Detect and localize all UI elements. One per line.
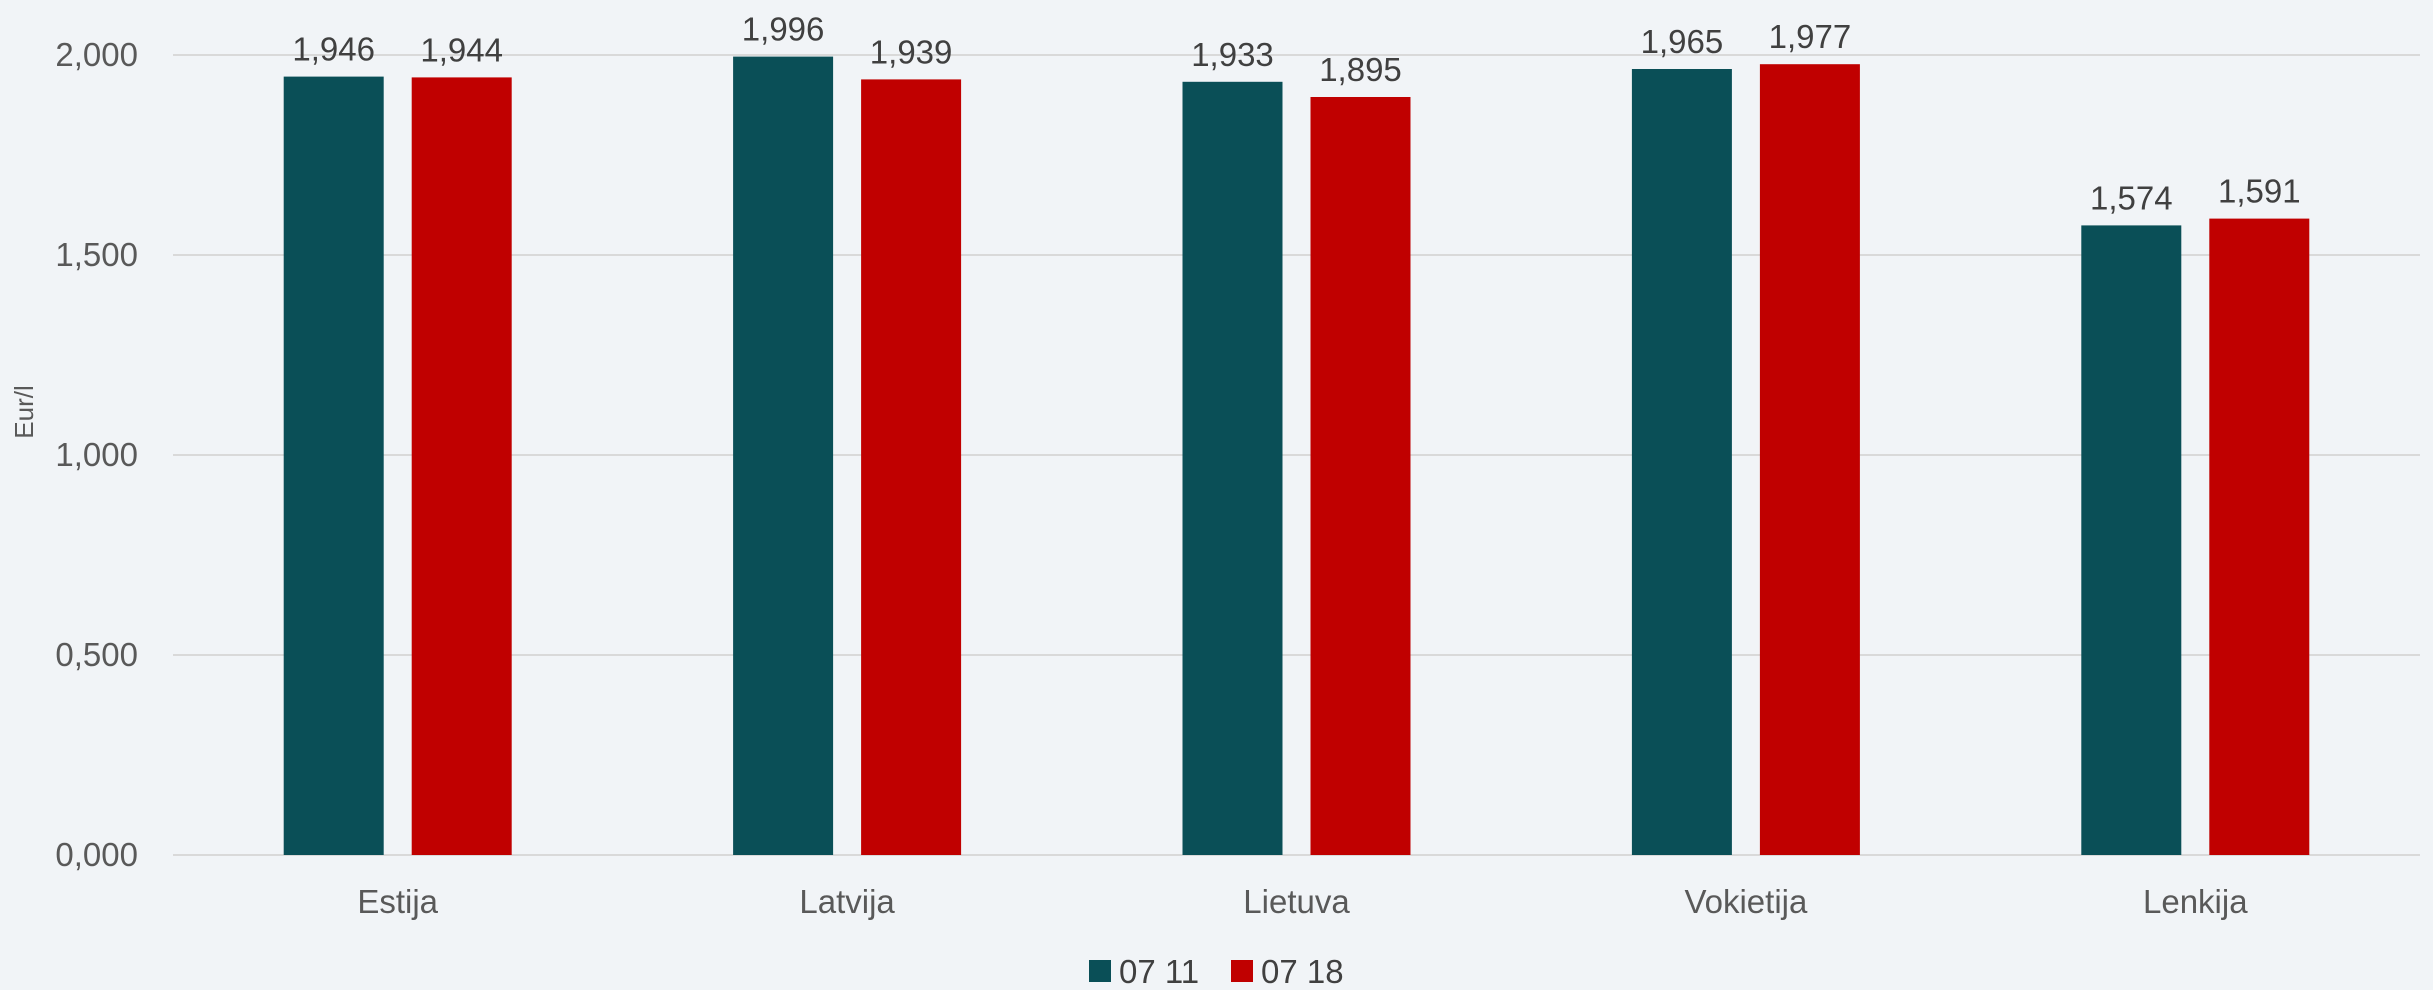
legend-label: 07 11: [1119, 953, 1199, 990]
bar-latvija-series-2: [861, 79, 962, 855]
x-tick-label: Lenkija: [2143, 883, 2248, 920]
legend-swatch: [1231, 960, 1253, 982]
bar-lietuva-series-1: [1182, 81, 1283, 856]
y-tick-label: 1,000: [55, 436, 138, 473]
bar-lenkija-series-2: [2209, 218, 2310, 856]
bar-estija-series-2: [411, 77, 512, 855]
legend-label: 07 18: [1261, 953, 1344, 990]
data-label: 1,944: [420, 31, 503, 68]
data-label: 1,939: [870, 33, 953, 70]
legend: 07 11 07 18: [1089, 953, 1344, 990]
bar-lietuva-series-2: [1310, 97, 1411, 855]
y-axis-tick-labels: 0,000 0,500 1,000 1,500 2,000: [55, 36, 138, 873]
data-label: 1,574: [2090, 179, 2173, 216]
bar-vokietija-series-2: [1759, 64, 1860, 855]
data-label: 1,965: [1641, 23, 1724, 60]
x-tick-label: Estija: [357, 883, 438, 920]
x-tick-label: Vokietija: [1684, 883, 1808, 920]
y-tick-label: 0,500: [55, 636, 138, 673]
data-label: 1,946: [292, 31, 375, 68]
y-tick-label: 2,000: [55, 36, 138, 73]
bar-estija-series-1: [283, 76, 384, 856]
y-tick-label: 1,500: [55, 236, 138, 273]
legend-swatch: [1089, 960, 1111, 982]
bar-vokietija-series-1: [1631, 69, 1732, 855]
y-axis-title: Eur/l: [9, 385, 39, 438]
bar-latvija-series-1: [733, 56, 834, 856]
y-tick-label: 0,000: [55, 836, 138, 873]
data-label: 1,996: [742, 11, 825, 48]
gridlines: [173, 54, 2420, 856]
data-labels: 1,946 1,944 1,996 1,939 1,933 1,895 1,965 1,977…: [292, 11, 2300, 217]
data-label: 1,977: [1769, 18, 1852, 55]
bar-lenkija-series-1: [2081, 225, 2182, 855]
x-tick-label: Latvija: [799, 883, 895, 920]
data-label: 1,933: [1191, 36, 1274, 73]
data-label: 1,591: [2218, 173, 2301, 210]
bars: [283, 56, 2310, 856]
data-label: 1,895: [1319, 51, 1402, 88]
x-tick-label: Lietuva: [1243, 883, 1350, 920]
x-axis-tick-labels: Estija Latvija Lietuva Vokietija Lenkija: [357, 883, 2248, 920]
